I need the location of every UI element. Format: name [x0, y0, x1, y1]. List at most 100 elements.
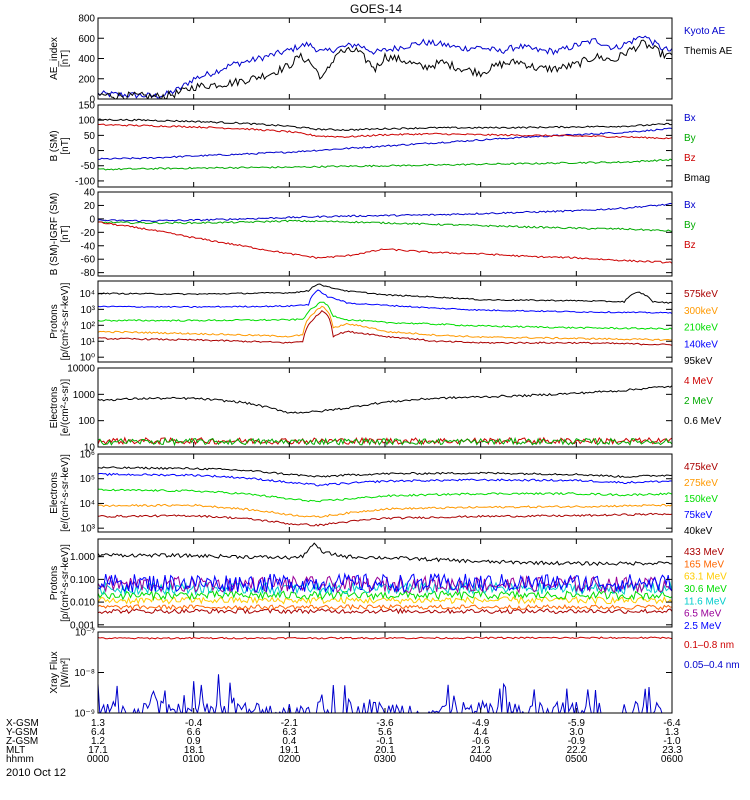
- series-line-bx: [98, 127, 672, 160]
- legend-entry: 0.05–0.4 nm: [684, 660, 740, 671]
- legend-entry: 75keV: [684, 510, 713, 521]
- series-line-165-mev: [98, 603, 672, 611]
- legend-entry: 433 MeV: [684, 547, 724, 558]
- ephemeris-value: 17.1: [88, 745, 108, 756]
- y-tick-label: 10³: [81, 305, 96, 316]
- series-line-0-6-mev: [98, 385, 672, 414]
- legend-entry: By: [684, 133, 696, 144]
- series-line-bx: [98, 202, 672, 222]
- y-tick-label: -60: [81, 255, 96, 266]
- legend-entry: 11.6 MeV: [684, 596, 726, 607]
- series-line-2-5-mev: [98, 572, 672, 594]
- series-line-6-5-mev: [98, 574, 672, 594]
- ephemeris-value: 1.3: [91, 718, 105, 729]
- ephemeris-value: -0.9: [568, 736, 586, 747]
- legend-entry: 140keV: [684, 339, 718, 350]
- y-tick-label: 100: [78, 416, 95, 427]
- legend-entry: Bz: [684, 153, 696, 164]
- legend-entry: 575keV: [684, 289, 718, 300]
- series-line-275kev: [98, 503, 672, 518]
- y-tick-label: -40: [81, 241, 96, 252]
- series-line-themis-ae: [98, 39, 672, 99]
- y-tick-label: 0.001: [70, 620, 95, 631]
- y-tick-label: 150: [78, 101, 95, 112]
- y-tick-label: -100: [75, 176, 95, 187]
- series-line-by: [98, 158, 672, 171]
- y-tick-label: 40: [84, 188, 96, 199]
- ephemeris-value: 0100: [183, 754, 206, 765]
- legend-entry: 0.1–0.8 nm: [684, 640, 734, 651]
- y-tick-label: 1.000: [70, 552, 95, 563]
- ephemeris-value: 1.2: [91, 736, 105, 747]
- legend-entry: 6.5 MeV: [684, 609, 722, 620]
- ephemeris-value: 21.2: [471, 745, 491, 756]
- ephemeris-value: 18.1: [184, 745, 204, 756]
- y-tick-label: 800: [78, 14, 95, 25]
- figure-title: GOES-14: [350, 2, 402, 16]
- legend-entry: Bx: [684, 200, 696, 211]
- panel-7: 0.001 0.010 0.100 1.000Protons[p/(cm²-s-sr-…: [49, 538, 727, 632]
- y-tick-label: 10: [84, 443, 96, 454]
- series-line-0-05-0-4-nm: [98, 674, 663, 713]
- y-axis-label: Protons[p/(cm²-s-sr-keV)]: [49, 282, 71, 360]
- panel-frame: [97, 191, 673, 277]
- ephemeris-value: 23.3: [662, 745, 682, 756]
- series-line-kyoto-ae: [98, 35, 672, 99]
- y-tick-label: -50: [81, 161, 96, 172]
- y-axis-label: B (SM)[nT]: [49, 130, 71, 161]
- ephemeris-table: X-GSMY-GSMZ-GSMMLThhmm1.36.41.217.10000-…: [6, 718, 684, 765]
- ephemeris-row-label: Z-GSM: [6, 736, 38, 747]
- y-axis-label: B (SM)-IGRF (SM)[nT]: [49, 193, 71, 276]
- panel-6: 10³ 10⁴ 10⁵ 10⁶ Electrons[e/(cm²-s-sr-keV)] 4…: [49, 450, 718, 538]
- y-tick-label: 10⁴: [80, 499, 95, 510]
- y-tick-label: 10³: [81, 524, 96, 535]
- ephemeris-value: 0500: [565, 754, 588, 765]
- legend-entry: Bx: [684, 113, 696, 124]
- ephemeris-row-label: X-GSM: [6, 718, 39, 729]
- panel-frame: [97, 453, 673, 533]
- legend-entry: 2.5 MeV: [684, 621, 722, 632]
- y-tick-label: 400: [78, 54, 95, 65]
- y-tick-label: 10¹: [81, 337, 96, 348]
- series-line-150kev: [98, 488, 672, 503]
- series-line-30-6-mev: [98, 589, 672, 602]
- ephemeris-value: 0000: [87, 754, 110, 765]
- y-axis-label: Xray Flux[W/m²]: [49, 651, 71, 693]
- y-tick-label: 1000: [73, 390, 96, 401]
- ephemeris-value: -6.4: [663, 718, 681, 729]
- y-tick-label: 10⁻⁸: [74, 668, 95, 679]
- legend-entry: 30.6 MeV: [684, 584, 727, 595]
- y-tick-label: 20: [84, 201, 96, 212]
- series-line-40kev: [98, 466, 672, 479]
- ephemeris-value: 1.3: [665, 727, 679, 738]
- legend-entry: Kyoto AE: [684, 26, 725, 37]
- ephemeris-value: 0.4: [282, 736, 296, 747]
- ephemeris-value: -0.4: [185, 718, 203, 729]
- legend-entry: 275keV: [684, 478, 718, 489]
- ephemeris-value: -1.0: [663, 736, 681, 747]
- series-line-63-1-mev: [98, 595, 672, 605]
- ephemeris-value: -0.1: [376, 736, 394, 747]
- panel-1: 0 200 400 600 800 AE_index[nT] Kyoto AE Themis …: [49, 14, 733, 106]
- series-line-bz: [98, 123, 672, 140]
- legend-entry: Bz: [684, 240, 696, 251]
- ephemeris-value: 19.1: [280, 745, 300, 756]
- ephemeris-value: -0.6: [472, 736, 490, 747]
- ephemeris-row-label: MLT: [6, 745, 25, 756]
- panel-frame: [97, 367, 673, 448]
- ephemeris-value: 6.3: [282, 727, 296, 738]
- y-axis-label: AE_index[nT]: [49, 37, 71, 80]
- ephemeris-value: 0200: [278, 754, 301, 765]
- panel-4: 10⁰ 10¹ 10² 10³ 10⁴ Protons[p/(cm²-s-sr-keV)]…: [49, 280, 718, 367]
- legend-entry: 63.1 MeV: [684, 572, 727, 583]
- legend-entry: 150keV: [684, 494, 718, 505]
- y-axis-label: Protons[p/(cm²-s-sr-keV)]: [49, 544, 71, 622]
- legend-entry: 4 MeV: [684, 376, 713, 387]
- panel-frame: [97, 631, 673, 714]
- y-tick-label: 10⁵: [80, 474, 95, 485]
- y-tick-label: 0: [89, 95, 95, 106]
- panel-2: -100 -50 0 50 100 150 B (SM)[nT] Bx By Bz Bmag: [49, 101, 710, 188]
- y-tick-label: 200: [78, 74, 95, 85]
- y-tick-label: 50: [84, 131, 96, 142]
- y-tick-label: 0.010: [70, 598, 95, 609]
